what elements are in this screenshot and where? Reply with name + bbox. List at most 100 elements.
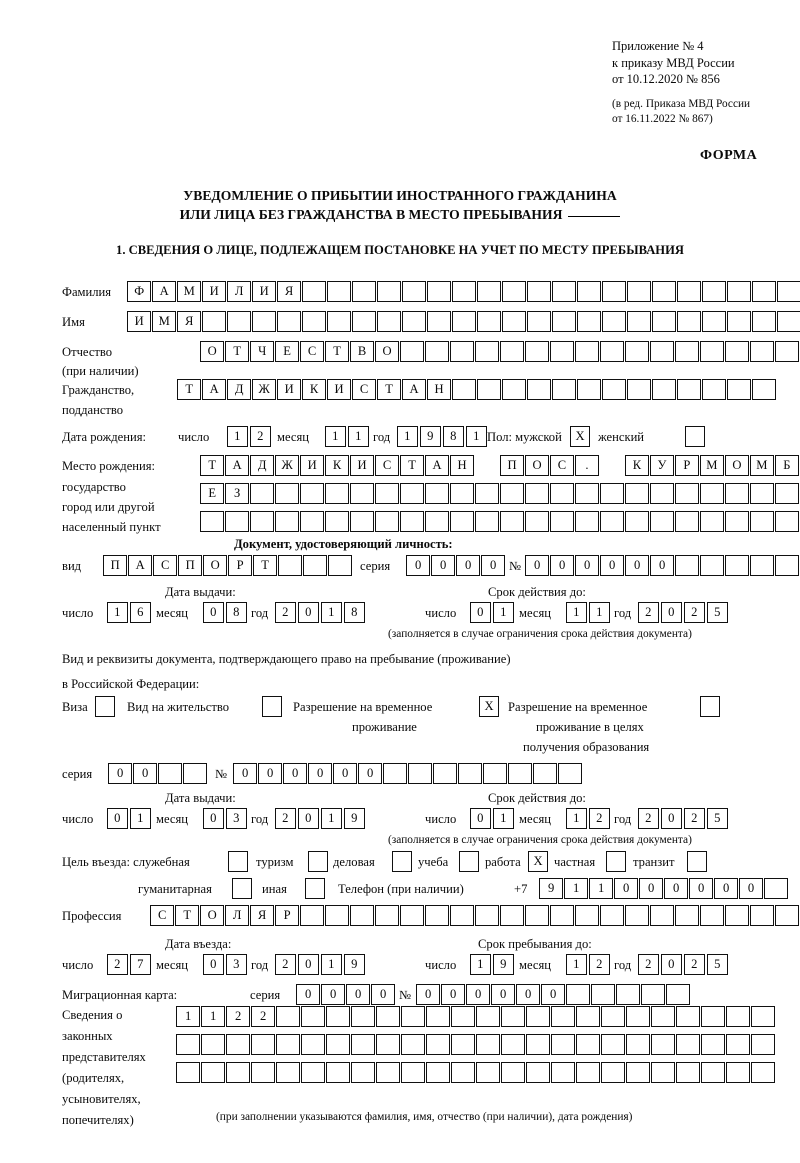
char-box[interactable]: 2 <box>107 954 128 975</box>
char-box[interactable]: И <box>201 281 227 302</box>
char-box[interactable] <box>700 1062 726 1083</box>
char-box[interactable]: 0 <box>298 808 319 829</box>
char-box[interactable] <box>624 483 650 504</box>
char-box[interactable] <box>249 511 275 532</box>
char-box[interactable] <box>651 379 677 400</box>
char-box[interactable] <box>375 1062 401 1083</box>
char-box[interactable] <box>625 1006 651 1027</box>
char-box[interactable] <box>351 281 377 302</box>
char-box[interactable] <box>400 1006 426 1027</box>
char-box[interactable]: 0 <box>307 763 333 784</box>
char-box[interactable] <box>457 763 483 784</box>
char-box[interactable]: Н <box>426 379 452 400</box>
char-box[interactable]: Т <box>177 379 202 400</box>
char-box[interactable] <box>275 1034 301 1055</box>
char-box[interactable]: 2 <box>684 602 705 623</box>
checkbox-purpose-other[interactable] <box>305 878 325 899</box>
checkbox-temp-residence-edu[interactable] <box>700 696 720 717</box>
char-box[interactable]: 7 <box>130 954 151 975</box>
char-box[interactable]: А <box>201 379 227 400</box>
char-box[interactable] <box>299 905 325 926</box>
char-box[interactable]: 0 <box>416 984 441 1005</box>
char-box[interactable] <box>549 511 575 532</box>
char-box[interactable] <box>649 483 675 504</box>
char-box[interactable] <box>424 341 450 362</box>
char-box[interactable] <box>432 763 458 784</box>
char-box[interactable] <box>590 984 616 1005</box>
char-box[interactable]: М <box>151 311 177 332</box>
char-box[interactable] <box>601 379 627 400</box>
char-box[interactable] <box>599 511 625 532</box>
char-box[interactable]: 0 <box>455 555 481 576</box>
char-box[interactable] <box>301 311 327 332</box>
char-box[interactable] <box>699 341 725 362</box>
char-box[interactable]: 0 <box>525 555 550 576</box>
char-box[interactable]: 1 <box>466 426 487 447</box>
char-box[interactable] <box>774 555 800 576</box>
char-box[interactable]: 1 <box>493 808 514 829</box>
char-box[interactable]: 3 <box>226 808 247 829</box>
char-box[interactable] <box>350 1006 376 1027</box>
char-box[interactable] <box>375 1034 401 1055</box>
char-box[interactable] <box>549 341 575 362</box>
char-box[interactable] <box>525 1006 551 1027</box>
char-box[interactable]: 2 <box>275 808 296 829</box>
char-box[interactable]: Я <box>249 905 275 926</box>
char-box[interactable] <box>351 311 377 332</box>
char-box[interactable] <box>299 483 325 504</box>
char-box[interactable] <box>557 763 583 784</box>
char-box[interactable]: 2 <box>638 602 659 623</box>
char-box[interactable]: 0 <box>370 984 396 1005</box>
char-box[interactable] <box>399 905 425 926</box>
char-box[interactable] <box>525 1062 551 1083</box>
char-box[interactable] <box>576 281 602 302</box>
char-box[interactable] <box>401 311 427 332</box>
char-box[interactable]: 0 <box>470 808 491 829</box>
char-box[interactable] <box>501 379 527 400</box>
char-box[interactable]: 0 <box>296 984 321 1005</box>
char-box[interactable]: 0 <box>108 763 133 784</box>
char-box[interactable]: О <box>202 555 228 576</box>
char-box[interactable] <box>601 311 627 332</box>
char-box[interactable] <box>301 281 327 302</box>
char-box[interactable]: 0 <box>663 878 689 899</box>
char-box[interactable] <box>550 1006 576 1027</box>
char-box[interactable] <box>450 1062 476 1083</box>
char-box[interactable] <box>600 1034 626 1055</box>
char-box[interactable] <box>640 984 666 1005</box>
char-box[interactable]: О <box>200 341 225 362</box>
char-box[interactable] <box>474 511 500 532</box>
char-box[interactable] <box>724 555 750 576</box>
char-box[interactable]: 0 <box>480 555 506 576</box>
char-box[interactable] <box>524 341 550 362</box>
char-box[interactable]: Р <box>227 555 253 576</box>
char-box[interactable]: 1 <box>227 426 248 447</box>
char-box[interactable]: 0 <box>549 555 575 576</box>
char-box[interactable]: 9 <box>539 878 564 899</box>
char-box[interactable]: А <box>151 281 177 302</box>
char-box[interactable]: 9 <box>493 954 514 975</box>
char-box[interactable] <box>399 483 425 504</box>
char-box[interactable]: 1 <box>589 602 610 623</box>
char-box[interactable]: 0 <box>574 555 600 576</box>
char-box[interactable] <box>349 511 375 532</box>
char-box[interactable] <box>425 1034 451 1055</box>
char-box[interactable]: И <box>349 455 375 476</box>
char-box[interactable]: 2 <box>684 808 705 829</box>
char-box[interactable] <box>474 455 500 476</box>
char-box[interactable]: 0 <box>357 763 383 784</box>
char-box[interactable] <box>750 1034 776 1055</box>
char-box[interactable] <box>176 1062 201 1083</box>
char-box[interactable] <box>649 905 675 926</box>
char-box[interactable] <box>349 483 375 504</box>
char-box[interactable]: Ч <box>249 341 275 362</box>
char-box[interactable]: Т <box>200 455 225 476</box>
char-box[interactable] <box>382 763 408 784</box>
char-box[interactable]: 1 <box>563 878 589 899</box>
char-box[interactable] <box>599 483 625 504</box>
char-box[interactable] <box>700 1006 726 1027</box>
